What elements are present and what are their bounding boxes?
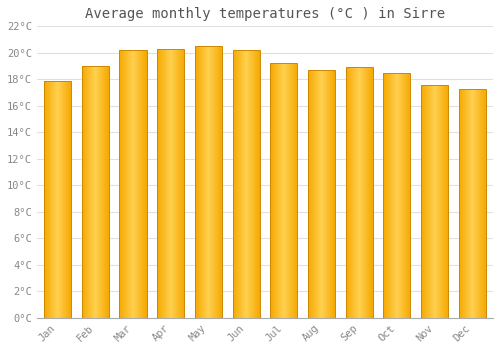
Bar <box>384 73 410 318</box>
Bar <box>346 67 373 318</box>
Title: Average monthly temperatures (°C ) in Sirre: Average monthly temperatures (°C ) in Si… <box>85 7 445 21</box>
Bar <box>195 46 222 318</box>
Bar <box>308 70 335 318</box>
Bar <box>421 85 448 318</box>
Bar <box>270 63 297 318</box>
Bar <box>232 50 260 318</box>
Bar <box>157 49 184 318</box>
Bar <box>44 80 71 318</box>
Bar <box>120 50 146 318</box>
Bar <box>458 89 486 318</box>
Bar <box>82 66 109 318</box>
